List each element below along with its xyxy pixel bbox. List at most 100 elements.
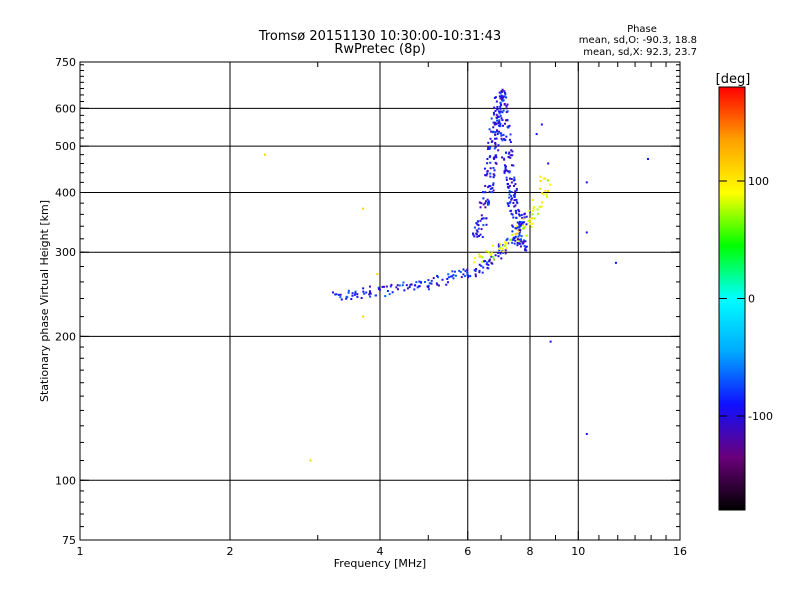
data-point <box>509 141 512 144</box>
data-point <box>516 242 519 245</box>
data-point <box>486 162 489 165</box>
data-point <box>548 183 551 186</box>
data-point <box>507 156 510 159</box>
data-point <box>508 171 511 174</box>
data-point <box>408 285 411 288</box>
data-point <box>418 280 421 283</box>
data-point <box>499 114 502 117</box>
data-point <box>518 226 521 229</box>
x-tick-label: 2 <box>227 545 234 558</box>
data-point <box>515 187 518 190</box>
data-point <box>509 200 512 203</box>
data-point <box>494 131 497 134</box>
data-point <box>476 230 479 233</box>
data-point <box>516 232 519 235</box>
data-point <box>486 158 489 161</box>
data-point <box>500 104 503 107</box>
data-point <box>335 293 338 296</box>
data-point <box>501 99 504 102</box>
data-point <box>350 298 353 301</box>
data-point <box>339 293 342 296</box>
data-point <box>445 283 448 286</box>
data-point <box>502 99 505 102</box>
data-point <box>410 283 413 286</box>
data-point <box>500 134 503 137</box>
data-point <box>499 92 502 95</box>
data-point <box>515 225 518 228</box>
data-point <box>523 239 526 242</box>
data-point <box>346 296 349 299</box>
data-point <box>487 263 490 266</box>
data-point <box>401 284 404 287</box>
data-point <box>507 152 510 155</box>
data-point <box>446 281 449 284</box>
data-point <box>501 111 504 114</box>
data-point <box>502 157 505 160</box>
data-point <box>503 164 506 167</box>
data-point <box>514 204 517 207</box>
data-point <box>524 225 527 228</box>
data-point <box>490 252 493 255</box>
data-point <box>506 125 509 128</box>
data-point <box>436 274 439 277</box>
data-point <box>474 257 477 260</box>
data-point <box>494 141 497 144</box>
colorbar-label: [deg] <box>716 72 751 87</box>
data-point <box>506 241 509 244</box>
data-point <box>467 276 470 279</box>
data-point <box>509 156 512 159</box>
data-point <box>506 182 509 185</box>
data-point <box>391 291 394 294</box>
data-point <box>536 208 539 211</box>
data-point <box>362 287 365 290</box>
data-point <box>507 204 510 207</box>
data-point <box>484 200 487 203</box>
data-point <box>516 221 519 224</box>
data-point <box>415 281 418 284</box>
data-point <box>516 202 519 205</box>
data-point <box>485 217 488 220</box>
data-point <box>511 230 514 233</box>
data-point <box>487 141 490 144</box>
data-point <box>479 219 482 222</box>
data-point <box>585 432 588 435</box>
data-point <box>529 220 532 223</box>
data-point <box>540 123 543 126</box>
data-point <box>497 149 500 152</box>
data-point <box>503 95 506 98</box>
data-point <box>518 242 521 245</box>
data-point <box>484 174 487 177</box>
data-point <box>339 296 342 299</box>
data-point <box>414 284 417 287</box>
data-point <box>547 190 550 193</box>
data-point <box>521 221 524 224</box>
data-point <box>491 131 494 134</box>
chart-subtitle: RwPretec (8p) <box>334 42 425 57</box>
data-point <box>309 459 312 462</box>
data-point <box>508 185 511 188</box>
data-point <box>486 172 489 175</box>
data-point <box>505 176 508 179</box>
data-point <box>502 250 505 253</box>
data-point <box>549 340 552 343</box>
data-point <box>614 261 617 264</box>
data-point <box>502 133 505 136</box>
data-point <box>504 166 507 169</box>
data-point <box>385 285 388 288</box>
data-point <box>514 233 517 236</box>
data-point <box>490 140 493 143</box>
data-point <box>512 216 515 219</box>
data-point <box>525 234 528 237</box>
data-point <box>360 297 363 300</box>
data-point <box>337 293 340 296</box>
data-point <box>474 273 477 276</box>
data-point <box>542 193 545 196</box>
data-point <box>446 277 449 280</box>
colorbar-tick-label: -100 <box>748 410 773 423</box>
data-point <box>494 137 497 140</box>
data-point <box>494 96 497 99</box>
data-point <box>528 209 531 212</box>
y-tick-label: 300 <box>55 246 76 259</box>
data-point <box>488 190 491 193</box>
x-axis-label: Frequency [MHz] <box>334 557 426 570</box>
